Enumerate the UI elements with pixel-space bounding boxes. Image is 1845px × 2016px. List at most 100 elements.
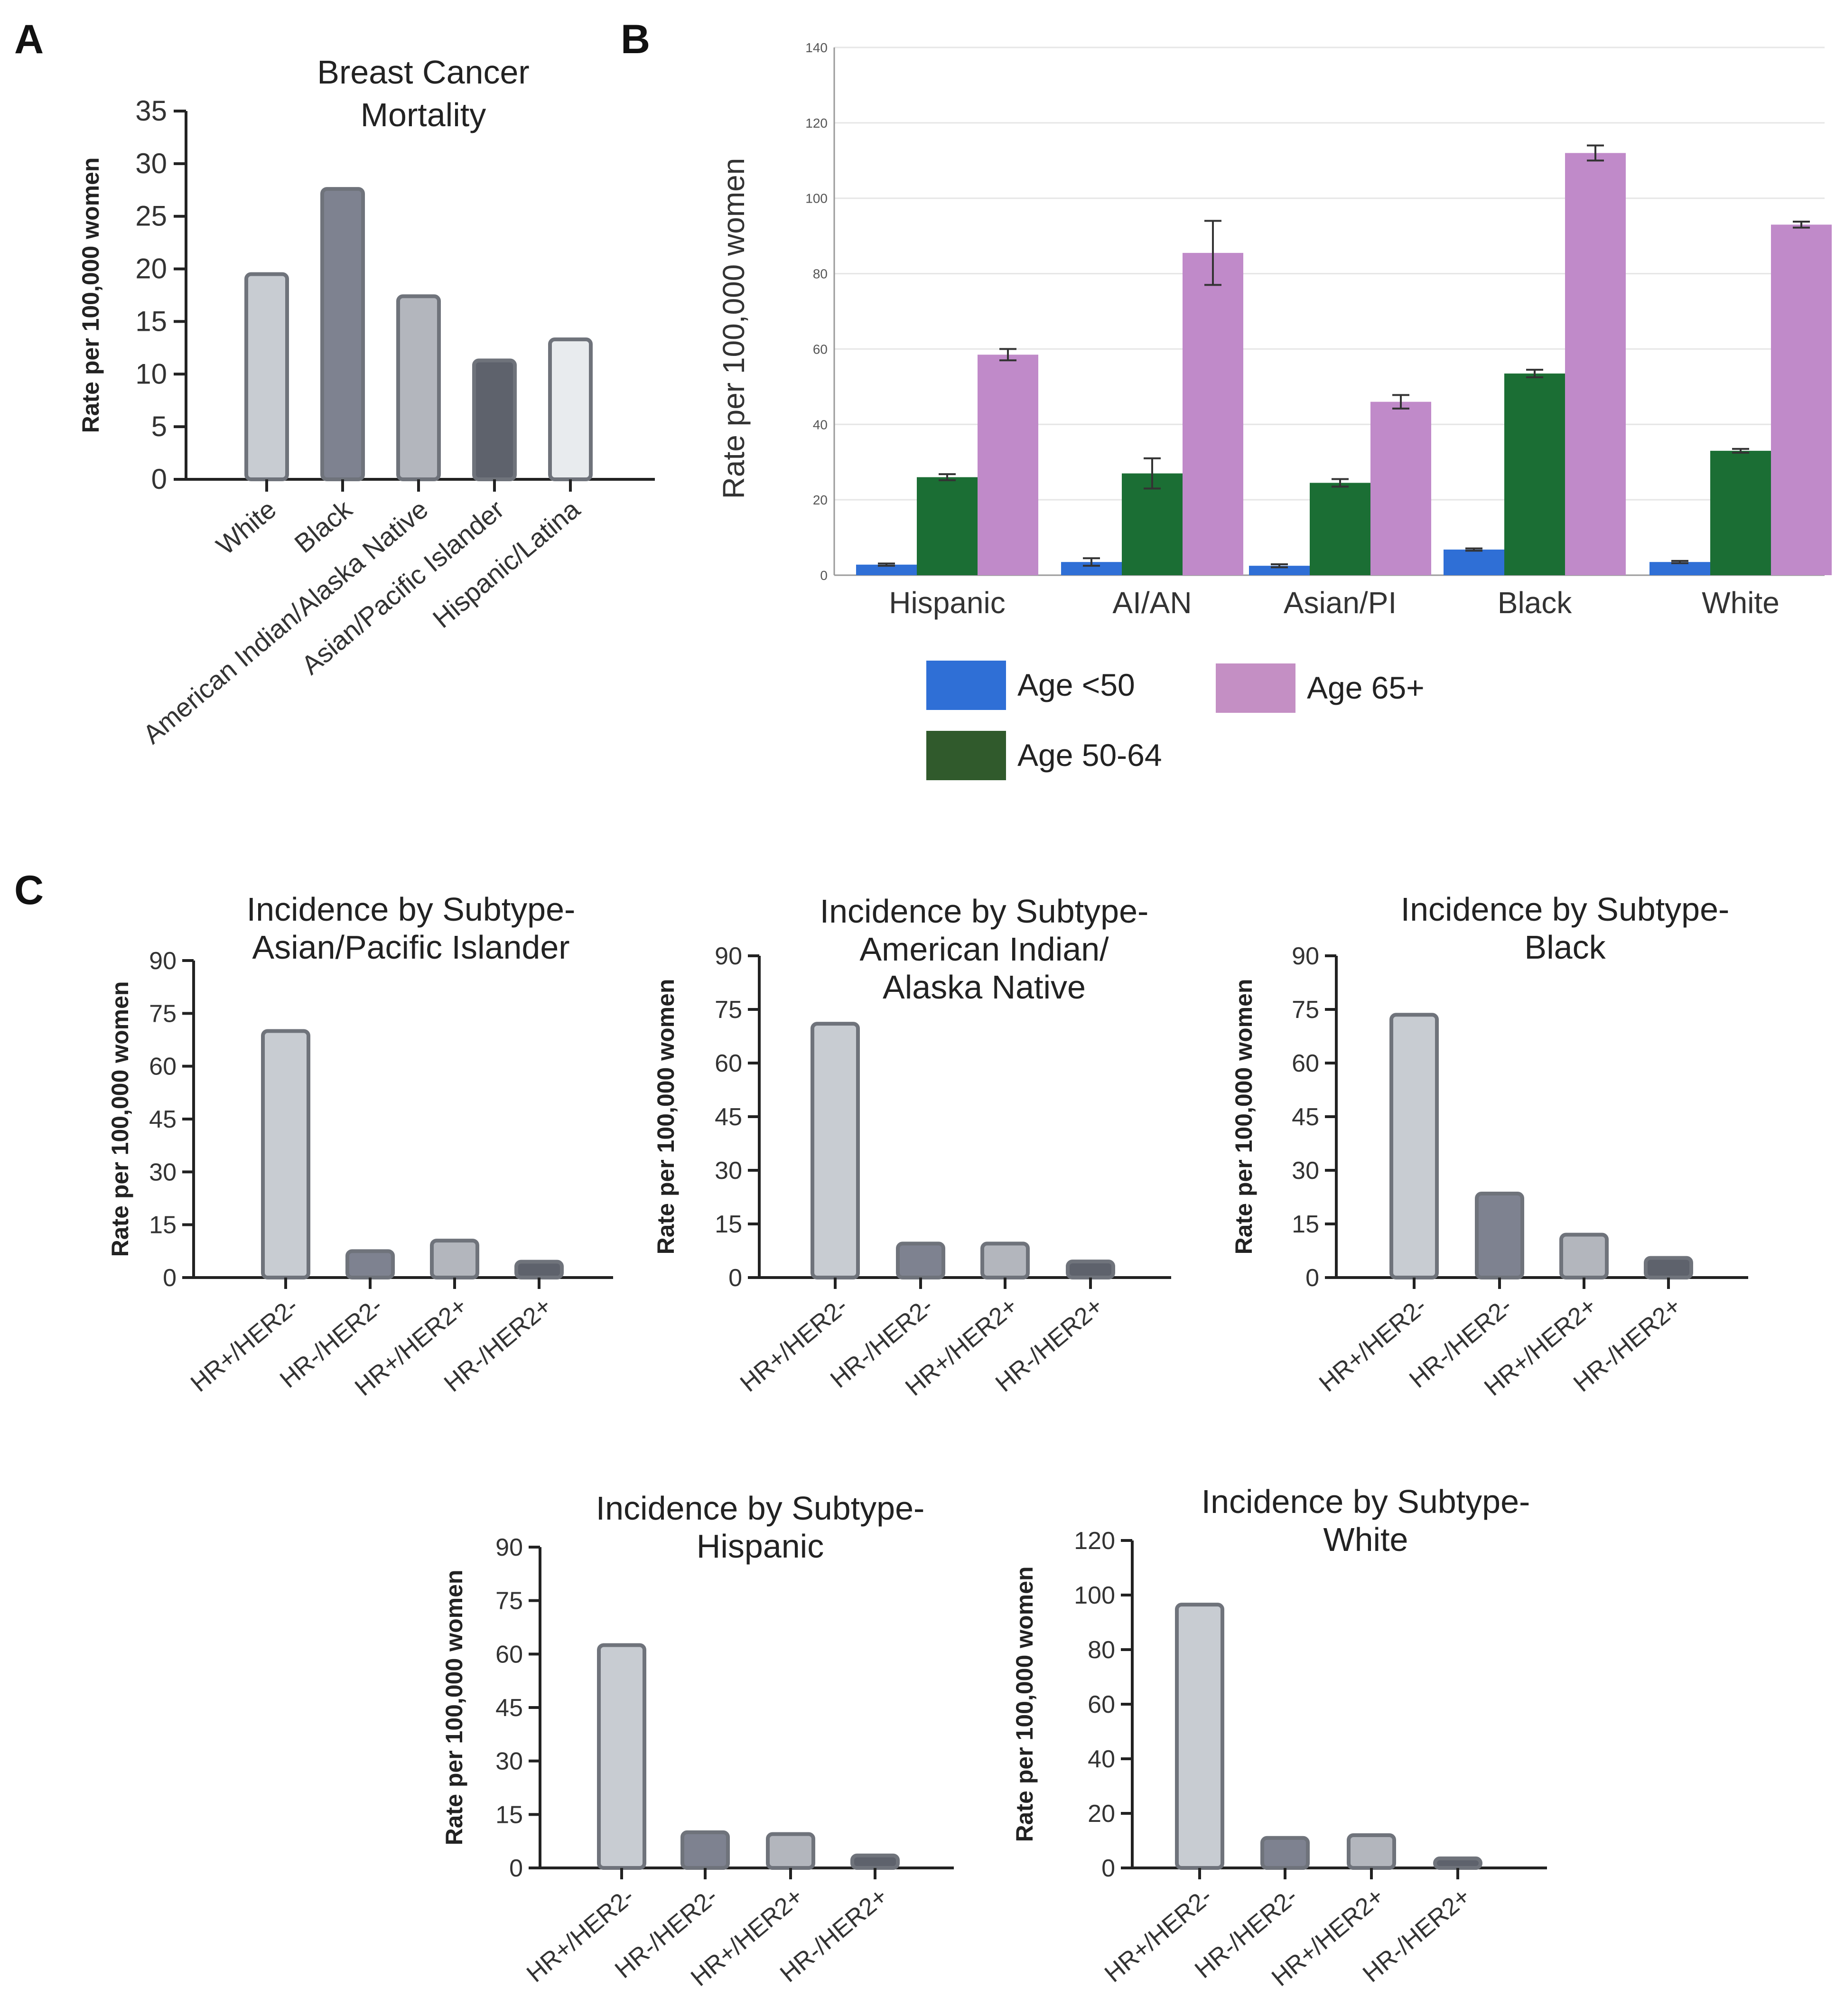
y-tick-label: 40 — [1088, 1745, 1115, 1773]
y-tick-label: 15 — [1292, 1211, 1319, 1238]
y-tick-label: 140 — [805, 40, 828, 55]
bar-age-50-white — [1649, 562, 1710, 575]
chart-title: Incidence by Subtype- — [1202, 1483, 1530, 1520]
bar-age-65-black — [1565, 153, 1626, 575]
y-tick-label: 60 — [715, 1050, 742, 1077]
legend-label: Age <50 — [1017, 667, 1135, 702]
chart-age-incidence: 0 20 40 60 80 100 120 140 Rate per 100,000 women… — [717, 40, 1832, 780]
y-tick-label: 0 — [163, 1264, 177, 1292]
y-tick-label: 30 — [715, 1157, 742, 1185]
y-tick-label: 0 — [728, 1264, 742, 1292]
y-tick-label: 30 — [135, 148, 167, 179]
x-tick-label: Black — [289, 494, 358, 559]
y-tick-label: 100 — [805, 191, 828, 206]
y-tick-label: 40 — [813, 417, 828, 432]
y-tick-label: 15 — [135, 305, 167, 337]
y-tick-label: 90 — [495, 1534, 523, 1561]
y-tick-label: 0 — [509, 1855, 523, 1882]
bar-age-65-white — [1771, 224, 1832, 575]
y-tick-label: 60 — [495, 1641, 523, 1668]
y-tick-label: 90 — [1292, 943, 1319, 970]
chart-subtype-asian-pacific-islander: Incidence by Subtype-Asian/Pacific Islan… — [107, 891, 613, 1401]
chart-title: Mortality — [361, 96, 486, 133]
y-tick-label: 35 — [135, 95, 167, 127]
bar-hr-her2 — [1644, 1256, 1693, 1279]
bar-hr-her2 — [766, 1832, 815, 1870]
panel-label-a: A — [14, 17, 44, 62]
bar-black — [320, 187, 365, 482]
bar-white — [244, 272, 289, 482]
y-axis-label: Rate per 100,000 women — [441, 1570, 467, 1846]
legend-label: Age 65+ — [1307, 670, 1425, 705]
bar-hr-her2 — [896, 1241, 945, 1280]
y-tick-label: 45 — [495, 1694, 523, 1722]
bar-hr-her2 — [1260, 1836, 1310, 1870]
bar-hr-her2 — [1389, 1013, 1439, 1280]
y-tick-label: 25 — [135, 200, 167, 232]
y-tick-label: 15 — [495, 1801, 523, 1829]
y-tick-label: 60 — [1088, 1691, 1115, 1718]
chart-mortality: Breast Cancer Mortality Rate per 100,000 w… — [77, 54, 655, 749]
y-tick-label: 0 — [1101, 1855, 1115, 1882]
x-tick-label: American Indian/Alaska Native — [137, 494, 434, 749]
y-axis-label: Rate per 100,000 women — [1230, 979, 1257, 1255]
y-tick-label: 5 — [151, 411, 167, 442]
bar-hr-her2 — [1175, 1603, 1224, 1870]
y-axis-label: Rate per 100,000 women — [652, 979, 679, 1255]
chart-title: Incidence by Subtype- — [596, 1490, 925, 1527]
y-tick-label: 45 — [715, 1103, 742, 1131]
legend-swatch-age-50 — [926, 661, 1006, 710]
y-tick-label: 30 — [1292, 1157, 1319, 1185]
y-tick-label: 20 — [135, 253, 167, 285]
bar-age-65-asian-pi — [1370, 401, 1431, 575]
x-tick-label: White — [1702, 586, 1780, 620]
y-tick-label: 45 — [149, 1106, 177, 1133]
y-tick-label: 120 — [1074, 1527, 1115, 1555]
panel-label-b: B — [621, 17, 650, 62]
x-tick-label: White — [211, 494, 282, 560]
bar-age-50-64-white — [1710, 450, 1771, 575]
chart-subtype-american-indian-alaska-native: Incidence by Subtype-American Indian/Ala… — [652, 893, 1171, 1401]
x-tick-label: Black — [1498, 586, 1573, 620]
y-axis-label: Rate per 100,000 women — [107, 981, 133, 1257]
y-tick-label: 0 — [1305, 1264, 1319, 1292]
bar-hr-her2 — [261, 1029, 310, 1279]
y-tick-label: 75 — [149, 1000, 177, 1027]
chart-title: Black — [1524, 929, 1606, 966]
y-axis-label: Rate per 100,000 women — [717, 158, 751, 499]
bar-hr-her2 — [1347, 1833, 1396, 1870]
y-tick-label: 120 — [805, 116, 828, 131]
y-axis-label: Rate per 100,000 women — [77, 158, 104, 433]
chart-subtype-hispanic: Incidence by Subtype-Hispanic Rate per 10… — [441, 1490, 954, 1992]
y-tick-label: 60 — [813, 342, 828, 356]
bar-hr-her2 — [980, 1241, 1030, 1280]
y-tick-label: 80 — [813, 267, 828, 281]
chart-title: White — [1323, 1521, 1408, 1558]
bar-hr-her2 — [850, 1853, 900, 1870]
y-tick-label: 75 — [495, 1587, 523, 1615]
y-tick-label: 100 — [1074, 1582, 1115, 1609]
y-tick-label: 15 — [149, 1212, 177, 1239]
y-axis-label: Rate per 100,000 women — [1011, 1567, 1038, 1842]
bar-asian-pacific-islander — [472, 358, 517, 481]
legend-swatch-age-65 — [1216, 663, 1295, 713]
y-tick-label: 90 — [149, 947, 177, 975]
x-tick-label: Asian/PI — [1284, 586, 1397, 620]
bar-hr-her2 — [514, 1260, 564, 1280]
bar-hr-her2 — [1475, 1191, 1524, 1279]
bar-age-50-black — [1444, 549, 1504, 575]
chart-title: Asian/Pacific Islander — [252, 929, 569, 966]
y-tick-label: 75 — [715, 996, 742, 1024]
bar-hr-her2 — [680, 1830, 730, 1870]
y-tick-label: 80 — [1088, 1636, 1115, 1664]
chart-title: Incidence by Subtype- — [247, 891, 576, 928]
chart-title: Breast Cancer — [317, 54, 529, 91]
bar-age-50-64-black — [1504, 373, 1565, 575]
chart-subtype-white: Incidence by Subtype-White Rate per 100,0… — [1011, 1483, 1547, 1992]
bar-age-65-ai-an — [1183, 252, 1243, 575]
bar-age-65-hispanic — [978, 355, 1038, 575]
bar-age-50-64-ai-an — [1122, 473, 1183, 575]
chart-subtype-black: Incidence by Subtype-Black Rate per 100,0… — [1230, 891, 1748, 1401]
legend-label: Age 50-64 — [1017, 737, 1162, 773]
